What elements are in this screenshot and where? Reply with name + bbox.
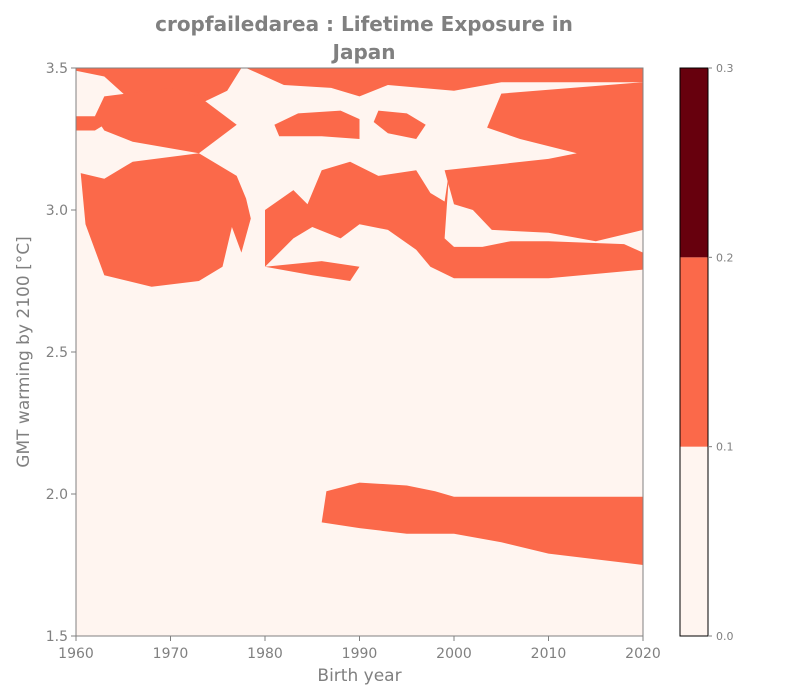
- contour-region-10: [321, 482, 643, 565]
- y-tick-label: 2.0: [46, 487, 68, 503]
- x-tick-label: 2000: [436, 646, 472, 662]
- y-tick-label: 3.5: [46, 61, 68, 77]
- y-tick-label: 2.5: [46, 345, 68, 361]
- y-tick-label: 1.5: [46, 629, 68, 645]
- y-axis-label: GMT warming by 2100 [°C]: [14, 236, 34, 467]
- contour-region-3: [274, 110, 360, 139]
- contour-region-5: [246, 68, 643, 97]
- x-tick-label: 2020: [625, 646, 661, 662]
- chart-title-line-1: cropfailedarea : Lifetime Exposure in: [155, 12, 573, 36]
- colorbar-frame: [679, 67, 709, 637]
- x-axis-label: Birth year: [317, 666, 401, 686]
- colorbar: 0.0 0.1 0.2 0.3: [679, 62, 734, 643]
- colorbar-tick-label: 0.2: [716, 251, 734, 264]
- contour-region-7: [80, 153, 251, 287]
- x-tick-label: 2010: [531, 646, 567, 662]
- colorbar-segment-0: [680, 446, 708, 636]
- contour-regions: [76, 68, 643, 565]
- x-tick-label: 1990: [342, 646, 378, 662]
- x-axis: 1960 1970 1980 1990 2000 2010 2020: [58, 636, 661, 662]
- y-axis: 1.5 2.0 2.5 3.0 3.5: [46, 61, 76, 645]
- contour-region-4: [373, 110, 426, 139]
- colorbar-tick-label: 0.3: [716, 62, 734, 75]
- colorbar-tick-label: 0.0: [716, 630, 734, 643]
- x-tick-label: 1980: [247, 646, 283, 662]
- contour-region-2: [94, 87, 237, 154]
- x-tick-label: 1970: [153, 646, 189, 662]
- colorbar-segment-1: [680, 257, 708, 447]
- contour-region-1: [76, 116, 105, 131]
- y-tick-label: 3.0: [46, 203, 68, 219]
- chart-title-line-2: Japan: [332, 40, 396, 64]
- contour-region-8: [265, 161, 643, 279]
- contour-region-6: [444, 82, 643, 242]
- contour-region-9: [265, 261, 360, 281]
- x-tick-label: 1960: [58, 646, 94, 662]
- colorbar-tick-label: 0.1: [716, 441, 734, 454]
- colorbar-segment-2: [680, 68, 708, 258]
